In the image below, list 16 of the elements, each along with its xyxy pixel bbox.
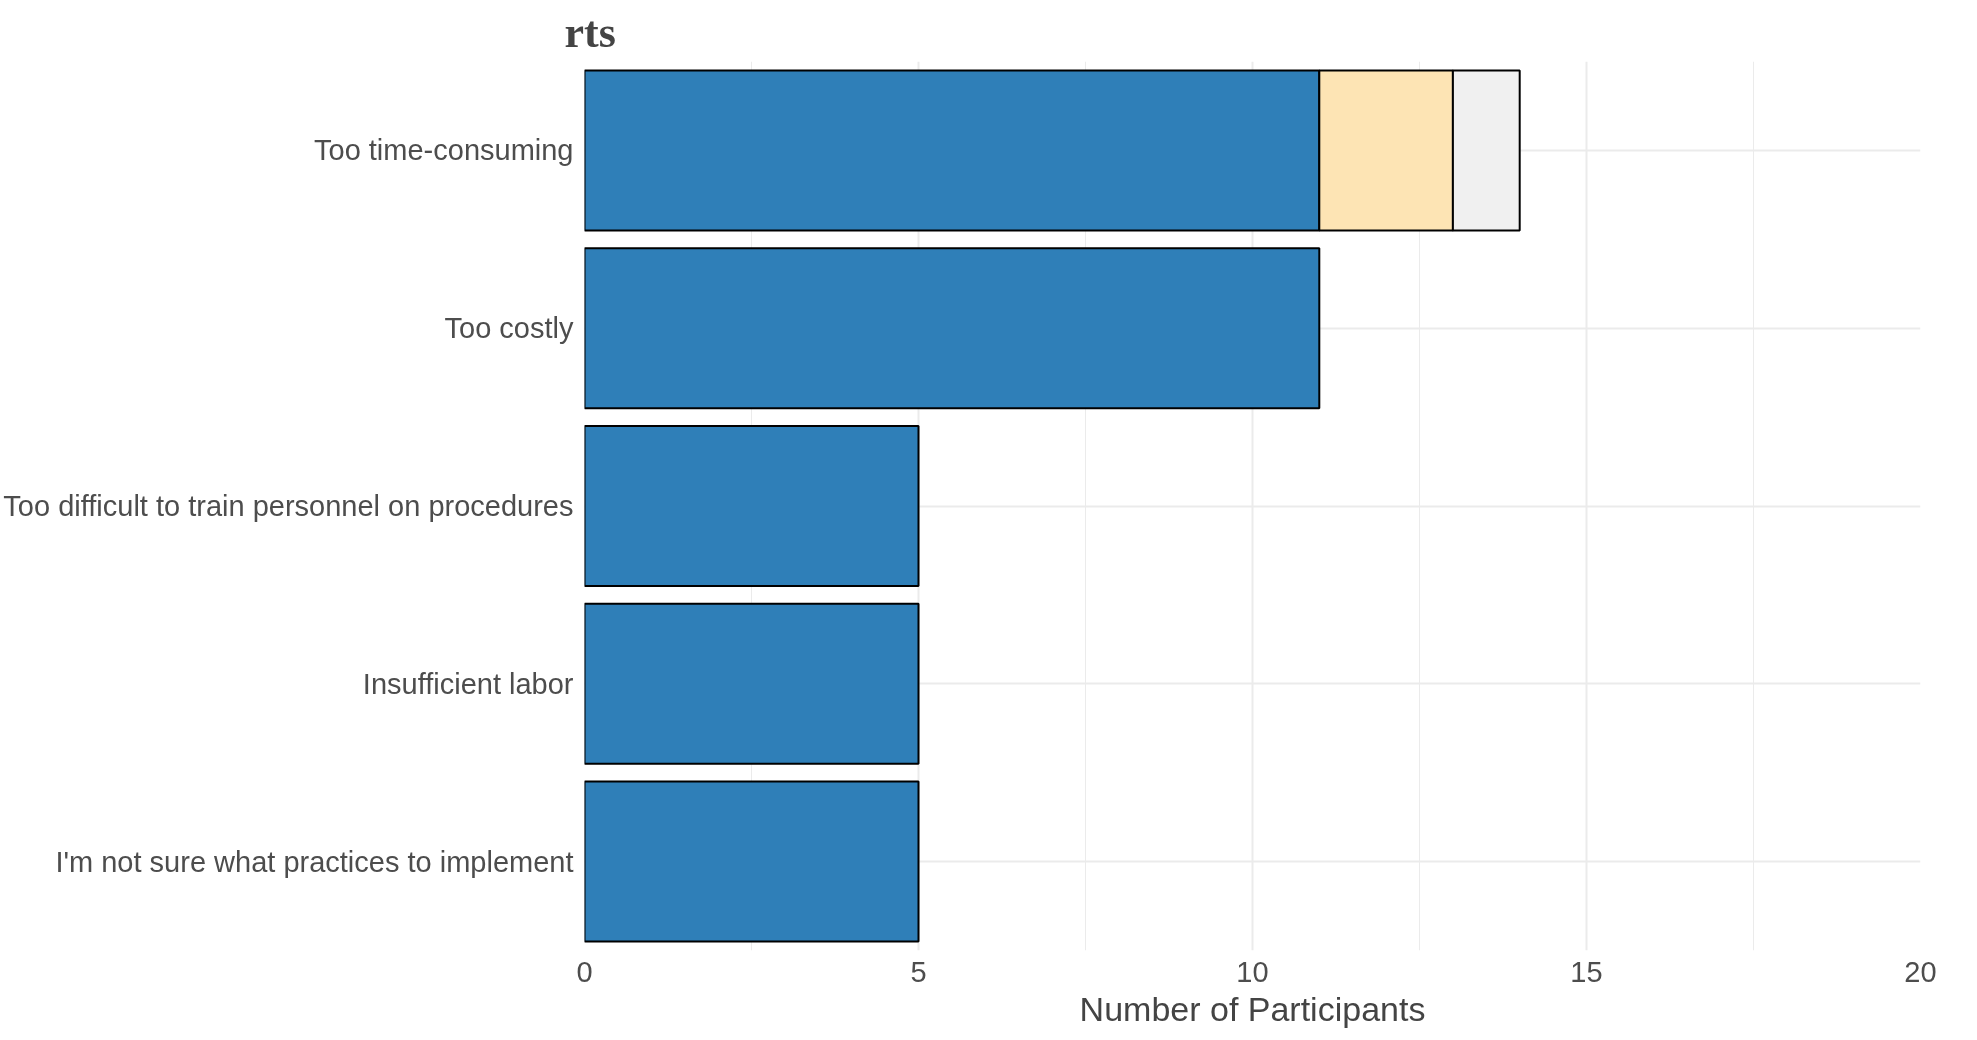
chart-title: rts xyxy=(564,7,616,57)
y-tick-label: Too costly xyxy=(444,312,574,345)
bar xyxy=(584,424,920,588)
bar xyxy=(584,780,920,943)
x-tick-label: 10 xyxy=(1236,955,1269,988)
bar xyxy=(584,602,920,765)
y-tick-label: Too time-consuming xyxy=(314,134,574,167)
y-tick-label: I'm not sure what practices to implement xyxy=(55,845,574,878)
y-tick-label: Insufficient labor xyxy=(362,667,574,700)
x-tick-label: 5 xyxy=(910,955,927,988)
x-tick-label: 0 xyxy=(576,955,593,988)
x-axis-title: Number of Participants xyxy=(1079,989,1426,1028)
bar xyxy=(584,247,1321,410)
x-tick-label: 20 xyxy=(1904,955,1937,988)
y-tick-label: Too difficult to train personnel on procedures xyxy=(3,490,574,522)
x-tick-label: 15 xyxy=(1570,955,1603,988)
